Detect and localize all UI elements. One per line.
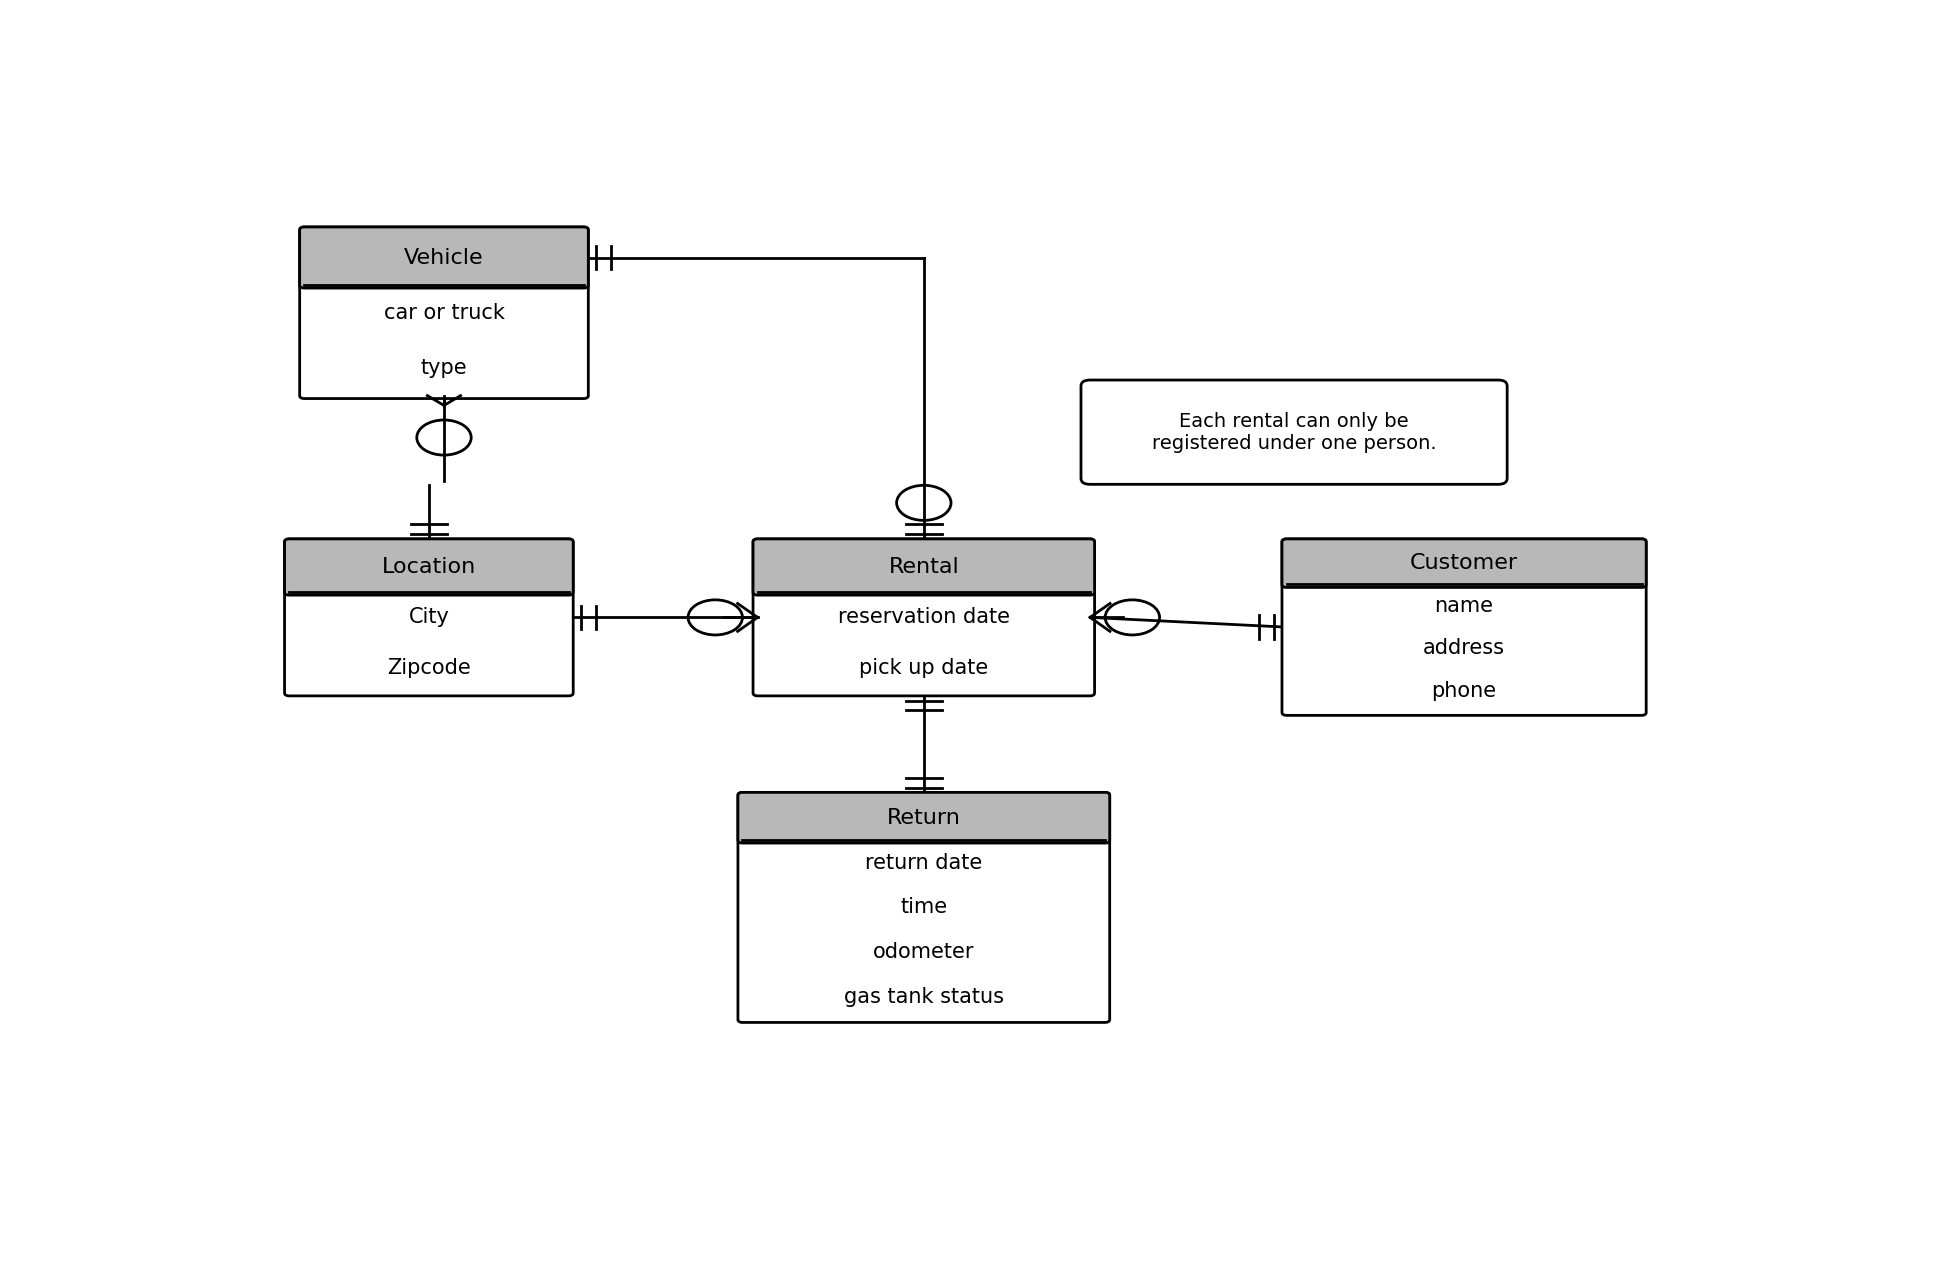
Text: City: City	[408, 608, 449, 628]
FancyBboxPatch shape	[1281, 539, 1646, 587]
Text: name: name	[1435, 596, 1494, 615]
Text: pick up date: pick up date	[860, 658, 989, 677]
Text: gas tank status: gas tank status	[844, 987, 1004, 1006]
Text: Vehicle: Vehicle	[404, 248, 484, 267]
FancyBboxPatch shape	[1080, 380, 1507, 485]
Text: Rental: Rental	[889, 557, 959, 577]
Text: odometer: odometer	[874, 942, 975, 962]
FancyBboxPatch shape	[737, 793, 1110, 1023]
Text: time: time	[901, 898, 948, 918]
FancyBboxPatch shape	[753, 539, 1094, 696]
FancyBboxPatch shape	[1281, 539, 1646, 715]
Text: car or truck: car or truck	[384, 303, 505, 323]
FancyBboxPatch shape	[285, 539, 573, 595]
Text: return date: return date	[866, 852, 983, 872]
FancyBboxPatch shape	[753, 539, 1094, 595]
FancyBboxPatch shape	[300, 227, 589, 289]
FancyBboxPatch shape	[300, 227, 589, 399]
Text: reservation date: reservation date	[838, 608, 1010, 628]
Text: Each rental can only be
registered under one person.: Each rental can only be registered under…	[1152, 411, 1437, 453]
Text: Return: Return	[887, 808, 961, 828]
FancyBboxPatch shape	[737, 793, 1110, 843]
Text: type: type	[421, 358, 468, 379]
Text: address: address	[1424, 638, 1505, 658]
Text: Zipcode: Zipcode	[386, 658, 470, 677]
Text: phone: phone	[1431, 681, 1498, 701]
Text: Customer: Customer	[1410, 553, 1519, 573]
FancyBboxPatch shape	[285, 539, 573, 696]
Text: Location: Location	[382, 557, 476, 577]
